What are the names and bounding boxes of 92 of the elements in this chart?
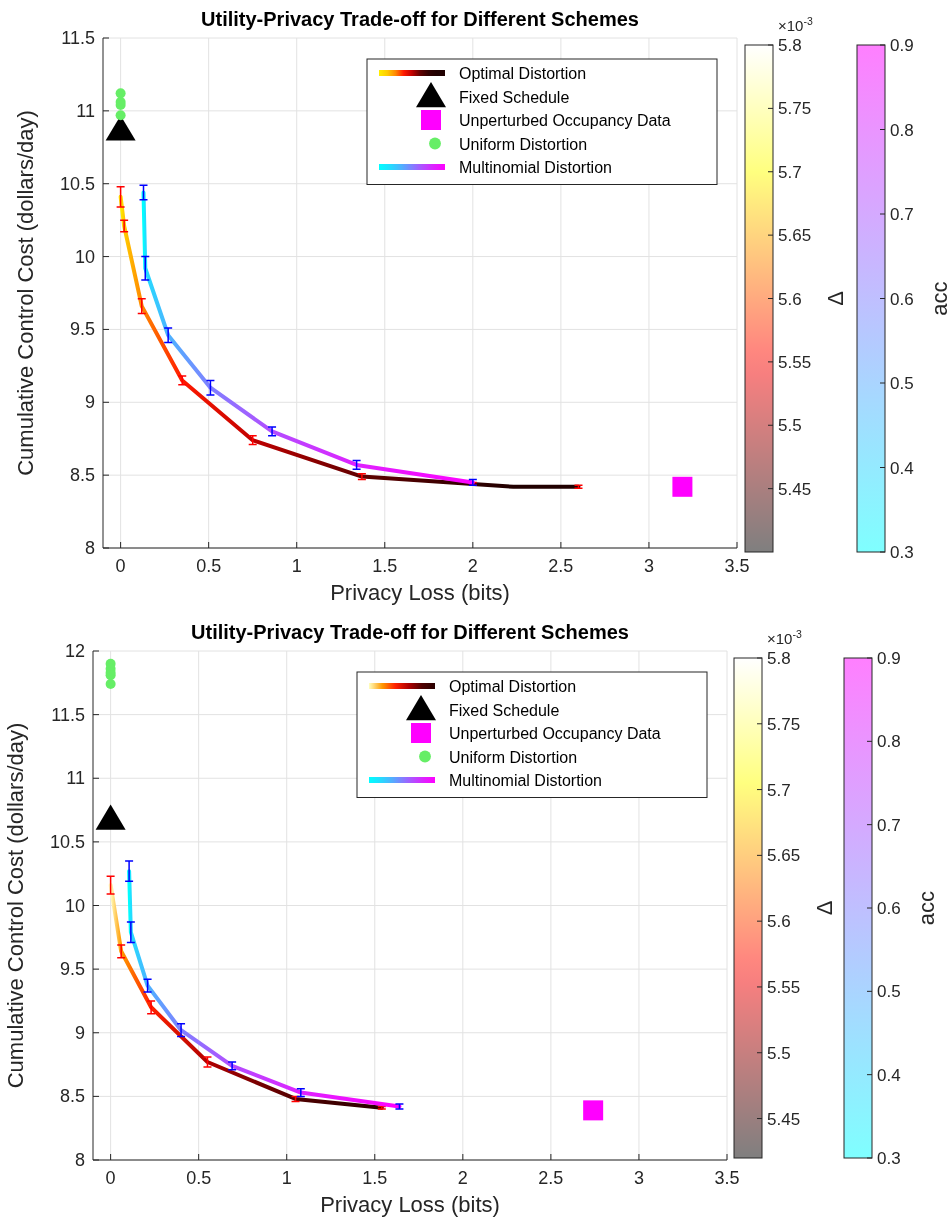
color-bar-label: 5.65	[778, 226, 812, 246]
y-tick-label: 11.5	[61, 28, 95, 48]
color-bar-label: 5.5	[767, 1043, 791, 1063]
color-bar-label: 5.8	[767, 649, 791, 668]
legend-label: Unperturbed Occupancy Data	[459, 112, 671, 129]
color-bar-label: 5.5	[778, 416, 802, 436]
text: 0.8	[890, 120, 914, 140]
x-tick-label: 2	[467, 556, 478, 576]
color-bar-label: 5.6	[778, 289, 802, 309]
x-tick-label: 3	[633, 1168, 644, 1188]
y-tick-label: 9.5	[59, 959, 85, 980]
color-bar-label: 5.75	[767, 714, 801, 734]
legend-label: Unperturbed Occupancy Data	[449, 725, 661, 742]
text: 0.3	[890, 543, 914, 562]
x-tick-label: 1	[281, 1168, 292, 1188]
color-bar-label: 5.7	[778, 162, 802, 182]
text: acc	[914, 890, 939, 926]
legend-label: Multinomial Distortion	[459, 159, 612, 176]
y-axis-title: Cumulative Control Cost (dollars/day)	[3, 722, 28, 1089]
legend-label: Optimal Distortion	[449, 678, 577, 695]
x-axis-title: Privacy Loss (bits)	[320, 1192, 500, 1217]
text: 0.8	[877, 732, 901, 752]
color-bar-title: Δ	[823, 290, 848, 306]
point	[672, 476, 693, 497]
chart-title: Utility-Privacy Trade-off for Different Schemes	[191, 621, 629, 643]
color-bar-title: Δ	[812, 900, 837, 916]
text: 0.5	[877, 982, 901, 1002]
color-bar-label: 5.55	[767, 977, 801, 997]
legend-label: Optimal Distortion	[459, 65, 587, 82]
text: ×10$^{-3}$	[767, 628, 802, 647]
x-tick-label: 0.5	[196, 556, 222, 576]
text: 0.4	[890, 458, 914, 478]
point	[583, 1100, 604, 1121]
text: 0.9	[890, 36, 914, 55]
color-bar-label: 5.55	[778, 352, 812, 372]
x-tick-label: 1.5	[362, 1168, 388, 1188]
y-tick-label: 10.5	[59, 173, 95, 194]
text: 0.4	[877, 1065, 901, 1085]
y-tick-label: 9	[84, 392, 95, 413]
legend-label: Multinomial Distortion	[449, 772, 602, 789]
y-tick-label: 11	[66, 768, 85, 789]
y-tick-label: 10	[64, 895, 85, 916]
y-tick-label: 8.5	[69, 465, 95, 486]
text: ×10$^{-3}$	[778, 15, 813, 34]
color-bar-label: 5.7	[767, 780, 791, 800]
chart-title: Utility-Privacy Trade-off for Different Schemes	[201, 8, 639, 30]
legend-label: Uniform Distortion	[449, 748, 578, 766]
y-tick-label: 8	[74, 1150, 85, 1170]
x-tick-label: 0	[115, 556, 126, 576]
color-bar-label: 5.45	[778, 479, 812, 499]
y-axis-title: Cumulative Control Cost (dollars/day)	[13, 110, 38, 476]
text: 0.6	[890, 289, 914, 309]
y-tick-label: 12	[64, 641, 85, 661]
point	[95, 804, 126, 830]
color-bar-label: 5.75	[778, 99, 812, 119]
line-series	[118, 194, 581, 489]
x-axis-title: Privacy Loss (bits)	[330, 580, 510, 605]
text: 0.9	[877, 649, 901, 668]
x-tick-label: 2	[457, 1168, 468, 1188]
x-tick-label: 2.5	[548, 556, 574, 576]
line-series	[108, 883, 384, 1110]
y-tick-label: 11.5	[51, 704, 85, 725]
x-tick-label: 3	[643, 556, 654, 576]
color-bar-label: 5.6	[767, 912, 791, 932]
legend-label: Uniform Distortion	[459, 135, 588, 153]
y-tick-label: 10	[74, 246, 95, 267]
text: acc	[927, 281, 952, 316]
text: 0.7	[890, 205, 914, 224]
color-bar-label: 5.45	[767, 1109, 801, 1129]
legend-label: Fixed Schedule	[459, 88, 570, 106]
text: 0.7	[877, 815, 901, 835]
text: 0.6	[877, 899, 901, 918]
x-tick-label: 3.5	[714, 1168, 740, 1188]
color-bar-label: 5.8	[778, 36, 802, 55]
y-tick-label: 8	[84, 538, 95, 558]
y-tick-label: 9.5	[69, 319, 95, 340]
x-tick-label: 1.5	[372, 556, 398, 576]
x-tick-label: 1	[291, 556, 302, 576]
x-tick-label: 2.5	[538, 1168, 564, 1188]
text: 0.5	[890, 374, 914, 393]
text: 0.3	[877, 1149, 901, 1168]
y-tick-label: 10.5	[49, 831, 85, 852]
y-tick-label: 9	[74, 1022, 85, 1043]
x-tick-label: 0	[105, 1168, 116, 1188]
y-tick-label: 11	[76, 100, 95, 121]
legend-label: Fixed Schedule	[449, 701, 560, 719]
y-tick-label: 8.5	[59, 1086, 85, 1107]
color-bar-label: 5.65	[767, 846, 801, 866]
x-tick-label: 3.5	[724, 556, 750, 576]
point	[105, 679, 116, 690]
point	[115, 110, 126, 121]
x-tick-label: 0.5	[186, 1168, 212, 1188]
